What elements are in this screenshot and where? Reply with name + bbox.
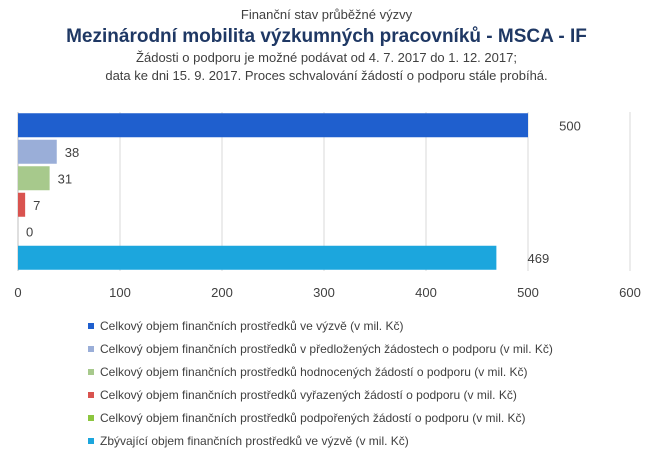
bar <box>18 113 528 138</box>
legend-item: Celkový objem finančních prostředků podp… <box>88 406 553 429</box>
bar <box>18 192 26 217</box>
x-tick-label: 600 <box>619 285 641 300</box>
x-tick-label: 400 <box>415 285 437 300</box>
chart-legend: Celkový objem finančních prostředků ve v… <box>88 314 553 452</box>
chart-subtitle-line-1: Žádosti o podporu je možné podávat od 4.… <box>136 50 517 65</box>
bar <box>18 245 497 270</box>
legend-item: Celkový objem finančních prostředků hodn… <box>88 360 553 383</box>
legend-swatch <box>88 345 94 352</box>
chart-header: Finanční stav průběžné výzvy Mezinárodní… <box>0 0 653 85</box>
data-label: 7 <box>33 198 40 213</box>
bar <box>18 166 50 191</box>
legend-label: Celkový objem finančních prostředků vyřa… <box>100 387 517 402</box>
legend-label: Celkový objem finančních prostředků hodn… <box>100 364 528 379</box>
legend-label: Celkový objem finančních prostředků ve v… <box>100 318 404 333</box>
data-label: 0 <box>26 224 33 239</box>
x-tick-label: 200 <box>211 285 233 300</box>
legend-swatch <box>88 391 94 398</box>
data-label: 469 <box>528 251 550 266</box>
legend-swatch <box>88 437 94 444</box>
legend-item: Zbývající objem finančních prostředků ve… <box>88 429 553 452</box>
legend-label: Celkový objem finančních prostředků podp… <box>100 410 526 425</box>
x-tick-label: 500 <box>517 285 539 300</box>
legend-label: Zbývající objem finančních prostředků ve… <box>100 433 409 448</box>
legend-item: Celkový objem finančních prostředků vyřa… <box>88 383 553 406</box>
chart-title: Mezinárodní mobilita výzkumných pracovní… <box>66 26 587 47</box>
chart-subtitle-line-2: data ke dni 15. 9. 2017. Proces schvalov… <box>105 68 548 83</box>
data-label: 500 <box>559 118 581 133</box>
legend-swatch <box>88 322 94 329</box>
x-tick-label: 300 <box>313 285 335 300</box>
x-tick-label: 0 <box>14 285 21 300</box>
data-label: 31 <box>58 171 72 186</box>
legend-item: Celkový objem finančních prostředků ve v… <box>88 314 553 337</box>
legend-swatch <box>88 368 94 375</box>
bar <box>18 139 57 164</box>
data-label: 38 <box>65 145 79 160</box>
legend-swatch <box>88 414 94 421</box>
x-tick-label: 100 <box>109 285 131 300</box>
legend-label: Celkový objem finančních prostředků v př… <box>100 341 553 356</box>
chart-supertitle: Finanční stav průběžné výzvy <box>240 7 413 22</box>
legend-item: Celkový objem finančních prostředků v př… <box>88 337 553 360</box>
